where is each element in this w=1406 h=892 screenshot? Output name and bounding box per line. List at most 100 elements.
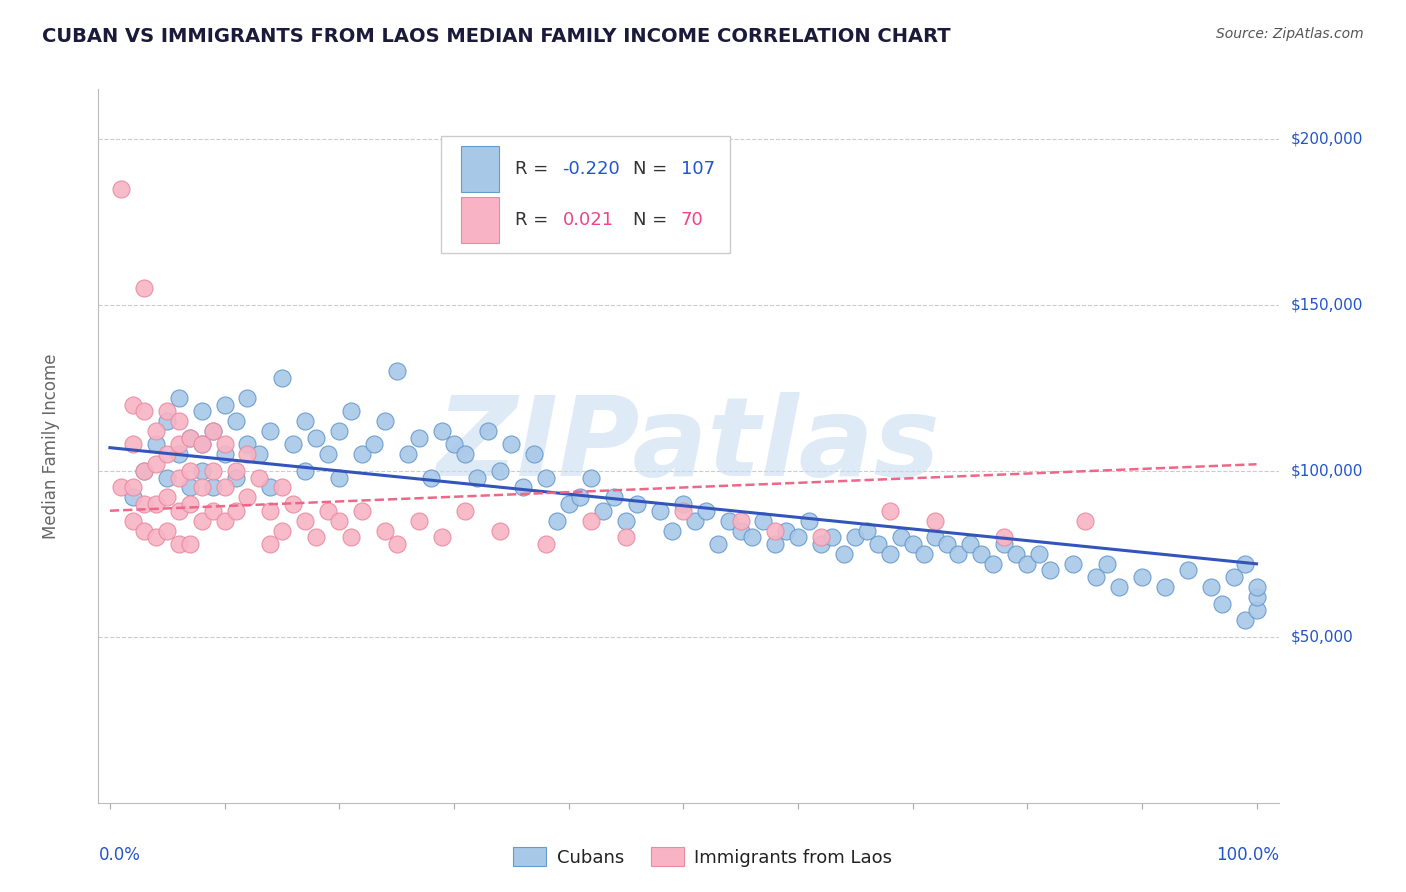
Point: [408, 431, 430, 445]
Point: [339, 530, 361, 544]
Point: [454, 447, 477, 461]
Point: [844, 530, 866, 544]
Point: [190, 404, 212, 418]
Point: [225, 504, 247, 518]
Point: [316, 504, 339, 518]
Text: 107: 107: [681, 160, 714, 178]
Point: [546, 514, 568, 528]
Text: $150,000: $150,000: [1291, 297, 1362, 312]
Point: [614, 514, 637, 528]
Point: [110, 481, 132, 495]
Point: [534, 537, 557, 551]
Point: [121, 481, 143, 495]
Point: [810, 537, 832, 551]
Point: [408, 514, 430, 528]
Text: 100.0%: 100.0%: [1216, 846, 1279, 863]
Point: [775, 524, 797, 538]
Point: [718, 514, 741, 528]
Point: [283, 437, 305, 451]
Point: [214, 397, 236, 411]
Point: [121, 397, 143, 411]
Point: [145, 497, 167, 511]
Point: [1097, 557, 1119, 571]
Point: [316, 447, 339, 461]
Point: [236, 447, 259, 461]
Point: [167, 537, 190, 551]
Point: [1222, 570, 1244, 584]
Text: 70: 70: [681, 211, 703, 228]
Point: [121, 437, 143, 451]
Point: [259, 504, 281, 518]
Point: [214, 437, 236, 451]
Point: [110, 182, 132, 196]
Point: [190, 464, 212, 478]
Point: [581, 514, 603, 528]
Text: R =: R =: [516, 160, 554, 178]
Point: [190, 514, 212, 528]
Point: [569, 491, 592, 505]
FancyBboxPatch shape: [441, 136, 730, 253]
Point: [328, 424, 350, 438]
Point: [970, 547, 993, 561]
Point: [821, 530, 844, 544]
Point: [603, 491, 626, 505]
Point: [592, 504, 614, 518]
Point: [202, 504, 225, 518]
Point: [236, 491, 259, 505]
Point: [179, 431, 201, 445]
Point: [901, 537, 924, 551]
Point: [270, 481, 292, 495]
Point: [374, 524, 396, 538]
Point: [167, 391, 190, 405]
Point: [167, 447, 190, 461]
Text: $200,000: $200,000: [1291, 131, 1362, 146]
Point: [730, 514, 752, 528]
Point: [134, 464, 156, 478]
Point: [167, 437, 190, 451]
Text: Source: ZipAtlas.com: Source: ZipAtlas.com: [1216, 27, 1364, 41]
Point: [305, 431, 328, 445]
Point: [202, 424, 225, 438]
Point: [179, 464, 201, 478]
Point: [879, 504, 901, 518]
Point: [614, 530, 637, 544]
Point: [236, 391, 259, 405]
Point: [1246, 580, 1268, 594]
Point: [763, 537, 786, 551]
Point: [225, 464, 247, 478]
Point: [294, 464, 316, 478]
Point: [1199, 580, 1222, 594]
Point: [432, 424, 454, 438]
Point: [432, 530, 454, 544]
Point: [1039, 564, 1062, 578]
Point: [396, 447, 419, 461]
Point: [879, 547, 901, 561]
Point: [1130, 570, 1153, 584]
Point: [832, 547, 855, 561]
Point: [512, 481, 534, 495]
Point: [214, 514, 236, 528]
Point: [179, 497, 201, 511]
Point: [959, 537, 981, 551]
Point: [706, 537, 728, 551]
Point: [890, 530, 912, 544]
Point: [328, 514, 350, 528]
Legend: Cubans, Immigrants from Laos: Cubans, Immigrants from Laos: [506, 840, 900, 874]
Point: [190, 437, 212, 451]
Point: [385, 537, 408, 551]
Text: ZIPatlas: ZIPatlas: [437, 392, 941, 500]
Text: Median Family Income: Median Family Income: [42, 353, 60, 539]
Point: [1246, 603, 1268, 617]
Point: [225, 470, 247, 484]
Point: [179, 481, 201, 495]
Point: [1211, 597, 1233, 611]
Point: [454, 504, 477, 518]
Text: 0.0%: 0.0%: [98, 846, 141, 863]
Point: [661, 524, 683, 538]
Point: [1085, 570, 1108, 584]
Point: [488, 524, 510, 538]
Point: [247, 447, 270, 461]
Point: [763, 524, 786, 538]
Point: [145, 457, 167, 471]
Point: [190, 437, 212, 451]
